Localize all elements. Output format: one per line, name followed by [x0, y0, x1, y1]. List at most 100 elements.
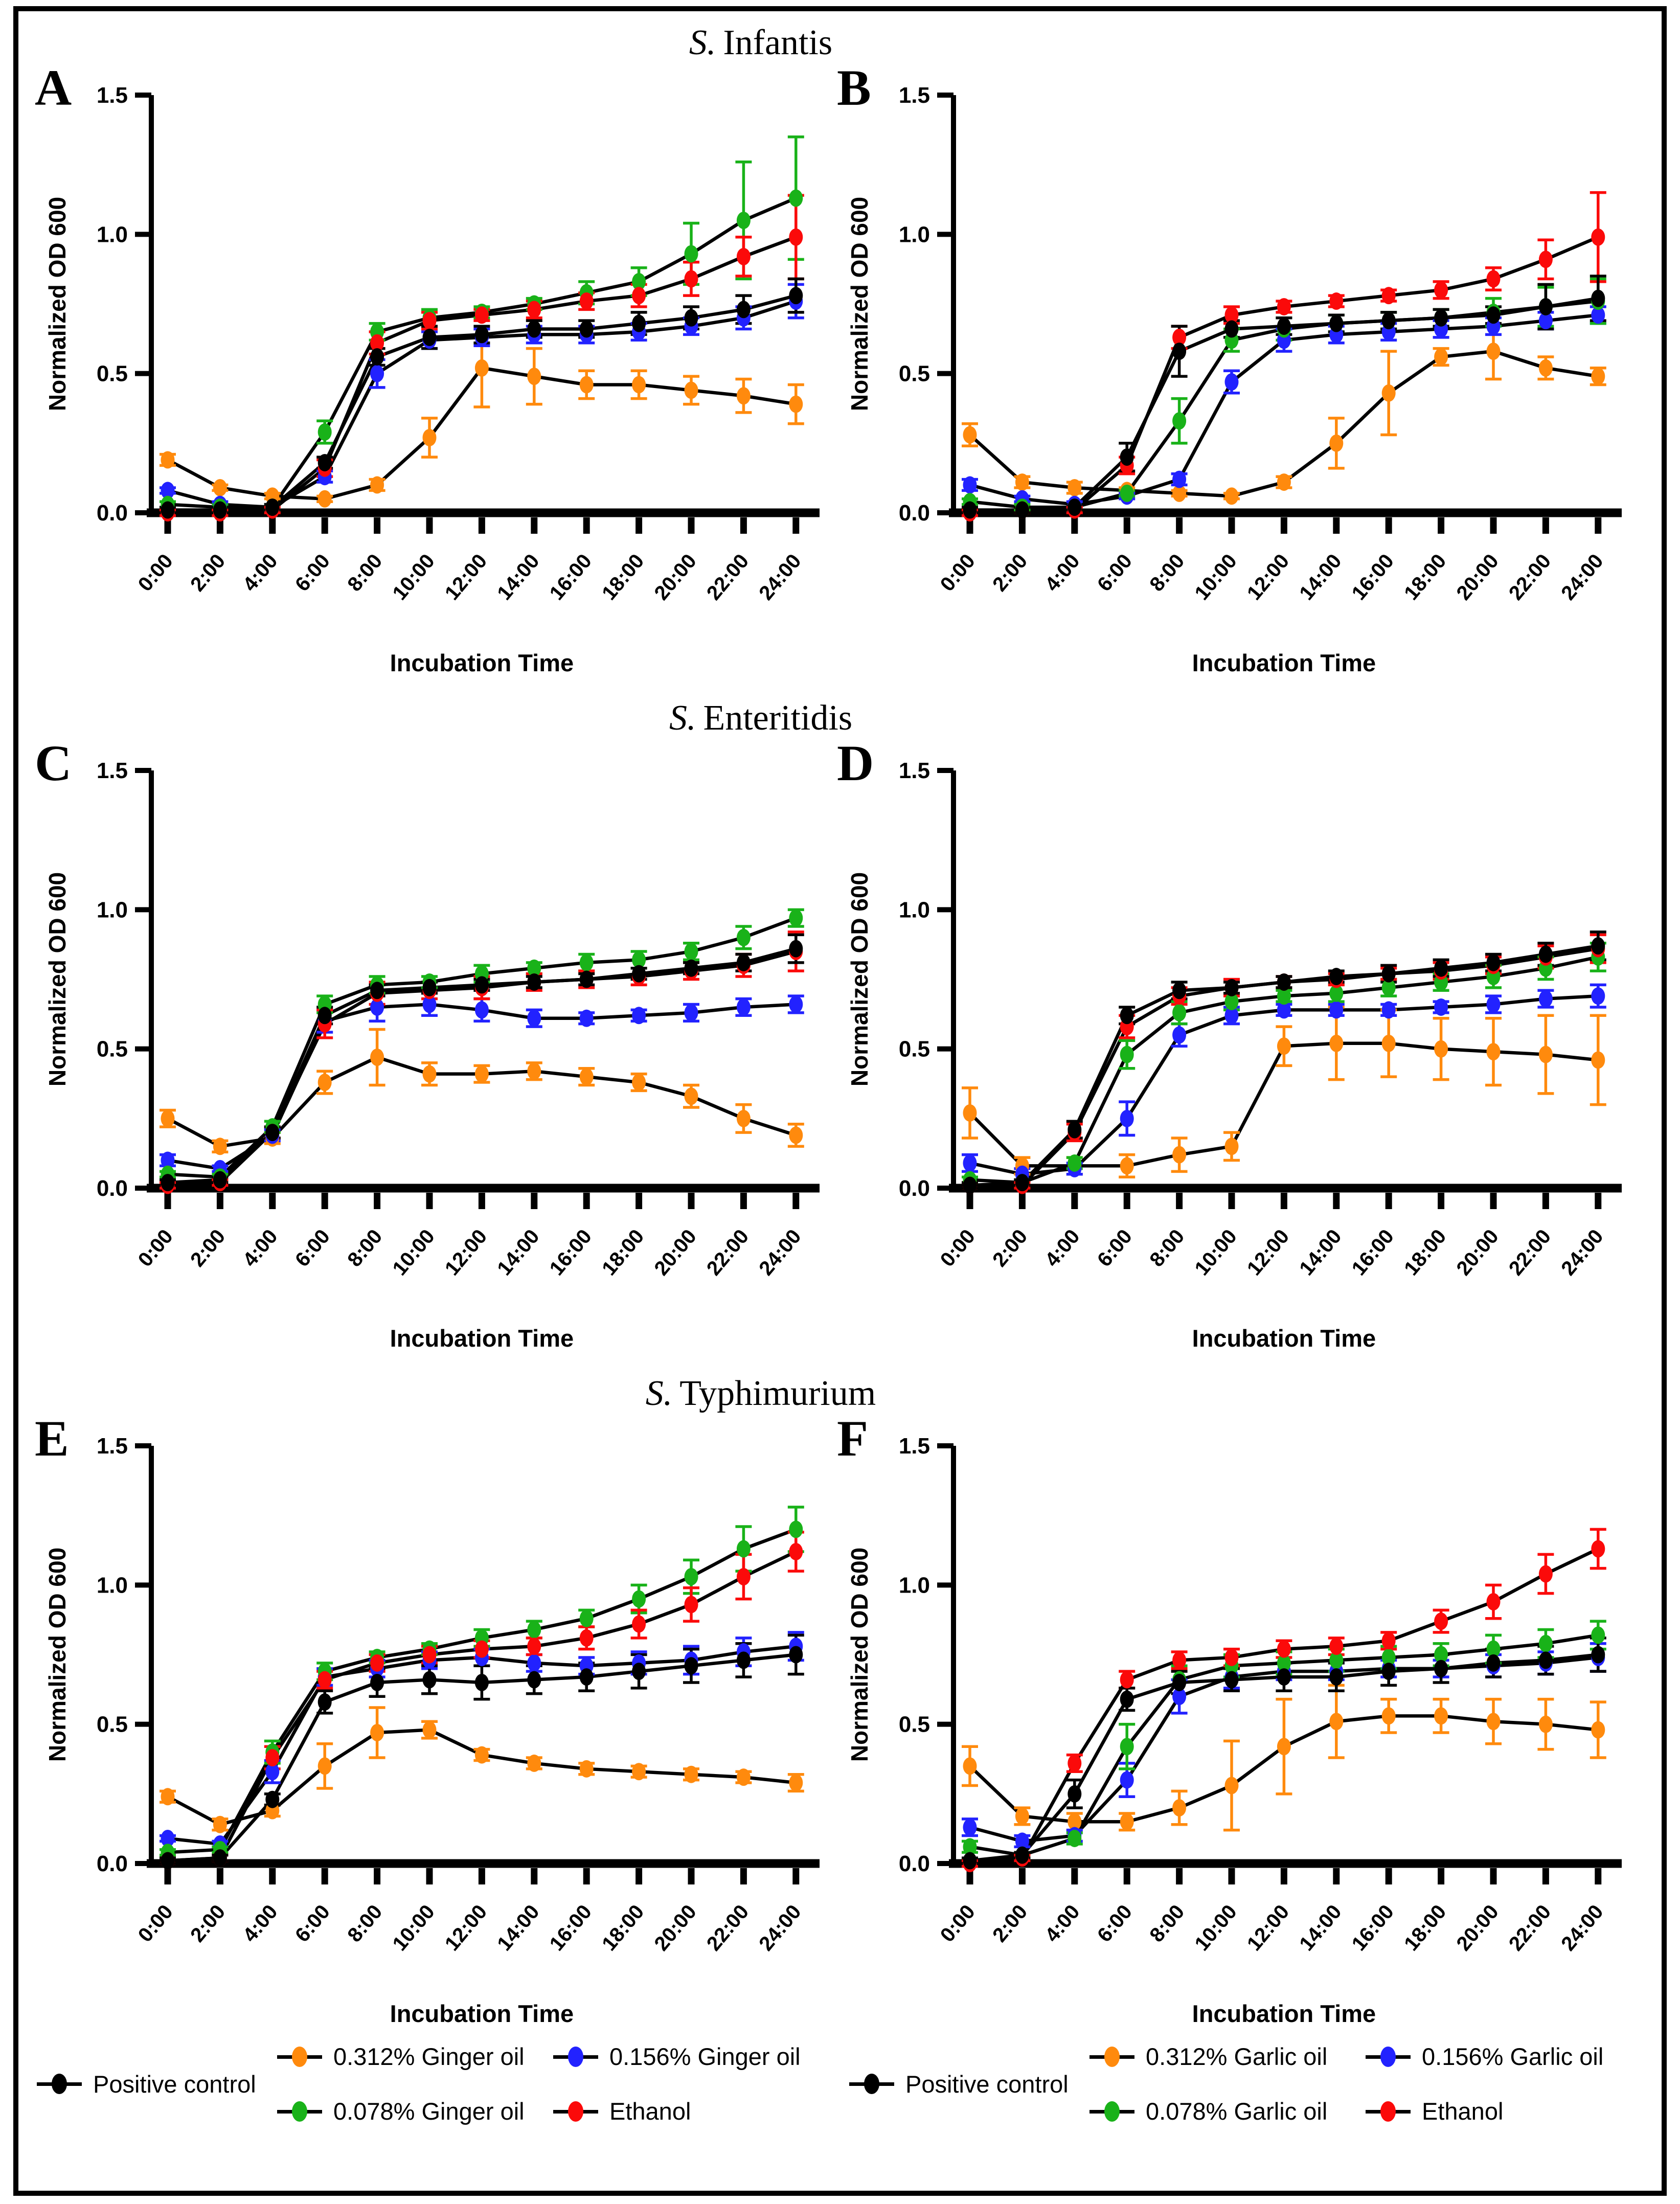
y-tick-label: 1.0 — [899, 222, 930, 247]
series-markers — [161, 1646, 803, 1870]
x-tick-label: 20:00 — [1452, 1901, 1503, 1956]
genus-abbreviation: S. — [669, 698, 696, 738]
y-tick-label: 1.0 — [899, 897, 930, 922]
series-line — [167, 916, 797, 1179]
x-tick-label: 16:00 — [1348, 550, 1398, 605]
y-tick-label: 1.5 — [97, 758, 128, 783]
x-tick-label: 10:00 — [1190, 1225, 1241, 1280]
y-tick-label: 0.0 — [899, 1176, 930, 1201]
x-tick-label: 6:00 — [1093, 1901, 1137, 1947]
species-name: Infantis — [723, 23, 833, 62]
y-tick-label: 0.5 — [97, 1712, 128, 1737]
charts-row-infantis: A 0.0 0.5 1.0 1.5 0:00 2:00 4:00 6:00 8:00 10:00 1… — [34, 59, 1662, 687]
garlic-0312-marker-icon — [1104, 2046, 1120, 2067]
x-tick-label: 4:00 — [239, 550, 282, 596]
figure-frame: S. Infantis A 0.0 0.5 1.0 1.5 0:00 2:00 4:00 6:0… — [13, 6, 1667, 2196]
x-tick-label: 14:00 — [1295, 1901, 1346, 1956]
legend-label: Ethanol — [609, 2098, 691, 2125]
positive-control-marker-icon — [52, 2074, 67, 2094]
x-tick-label: 2:00 — [186, 1225, 230, 1271]
series-marker-garlic-0156 — [1366, 2045, 1411, 2069]
y-tick-label: 1.0 — [899, 1573, 930, 1598]
x-tick-label: 24:00 — [1557, 1901, 1607, 1956]
x-tick-label: 10:00 — [1190, 550, 1241, 605]
x-tick-label: 8:00 — [1145, 1225, 1189, 1271]
garlic-0078-marker-icon — [1104, 2101, 1120, 2122]
x-tick-label: 4:00 — [239, 1225, 282, 1271]
legend-item-garlic-0078: 0.078% Garlic oil — [1089, 2097, 1366, 2125]
charts-row-enteritidis: C 0.0 0.5 1.0 1.5 0:00 2:00 4:00 6:00 8:00 10:00 1… — [34, 735, 1662, 1362]
y-axis-title: Normalized OD 600 — [846, 872, 873, 1086]
section-title-enteritidis: S. Enteritidis — [18, 698, 1503, 739]
series-error-bars — [160, 1028, 804, 1153]
legend-ginger-oil: Positive control 0.312% Ginger oil 0.156… — [37, 2042, 849, 2125]
x-tick-label: 12:00 — [1243, 550, 1293, 605]
panel-letter-c: C — [35, 735, 72, 791]
x-axis-title: Incubation Time — [1192, 1325, 1376, 1352]
x-tick-label: 20:00 — [1452, 550, 1503, 605]
chart-panel-e: E 0.0 0.5 1.0 1.5 0:00 2:00 4:00 6:00 8:00 10:00 1… — [34, 1410, 829, 2037]
x-tick-label: 16:00 — [546, 1225, 596, 1280]
legend-item-positive-control: Positive control — [37, 2070, 256, 2098]
x-tick-label: 6:00 — [1093, 1225, 1137, 1271]
axes: 0.0 0.5 1.0 1.5 0:00 2:00 4:00 6:00 8:00 10:00 12:… — [44, 758, 820, 1352]
x-tick-label: 24:00 — [755, 550, 805, 605]
series-markers — [963, 1707, 1605, 1831]
x-tick-label: 18:00 — [1400, 1901, 1450, 1956]
x-tick-label: 0:00 — [134, 1901, 177, 1947]
x-tick-label: 16:00 — [1348, 1901, 1398, 1956]
growth-curve-chart-d: 0.0 0.5 1.0 1.5 0:00 2:00 4:00 6:00 8:00 10:00 12:… — [846, 758, 1622, 1352]
y-tick-label: 1.0 — [97, 897, 128, 922]
axes: 0.0 0.5 1.0 1.5 0:00 2:00 4:00 6:00 8:00 10:00 12:… — [846, 758, 1622, 1352]
y-tick-label: 0.5 — [899, 1037, 930, 1062]
axes: 0.0 0.5 1.0 1.5 0:00 2:00 4:00 6:00 8:00 10:00 12:… — [846, 1434, 1622, 2027]
y-axis-title: Normalized OD 600 — [44, 1548, 71, 1762]
y-tick-label: 0.5 — [97, 1037, 128, 1062]
x-tick-label: 6:00 — [291, 1225, 334, 1271]
x-tick-label: 8:00 — [343, 1901, 387, 1947]
series-error-bars — [962, 1684, 1606, 1832]
x-tick-label: 12:00 — [441, 550, 491, 605]
x-tick-label: 2:00 — [988, 1901, 1032, 1947]
y-tick-label: 0.0 — [899, 1851, 930, 1876]
x-axis-title: Incubation Time — [390, 649, 574, 676]
x-tick-label: 22:00 — [702, 1901, 753, 1956]
series-markers — [963, 987, 1605, 1183]
legend-label: 0.312% Garlic oil — [1146, 2043, 1328, 2070]
chart-panel-a: A 0.0 0.5 1.0 1.5 0:00 2:00 4:00 6:00 8:00 10:00 1… — [34, 59, 829, 687]
y-tick-label: 0.5 — [97, 361, 128, 387]
x-tick-label: 0:00 — [936, 1901, 980, 1947]
x-tick-label: 6:00 — [1093, 550, 1137, 596]
ginger-0312-marker-icon — [292, 2046, 307, 2067]
x-tick-label: 4:00 — [1041, 550, 1084, 596]
series-marker-ginger-0312 — [277, 2045, 322, 2069]
x-tick-label: 2:00 — [186, 550, 230, 596]
x-tick-label: 4:00 — [239, 1901, 282, 1947]
x-tick-label: 22:00 — [1505, 1225, 1555, 1280]
x-tick-label: 8:00 — [343, 550, 387, 596]
x-tick-label: 8:00 — [343, 1225, 387, 1271]
growth-curve-chart-f: 0.0 0.5 1.0 1.5 0:00 2:00 4:00 6:00 8:00 10:00 12:… — [846, 1434, 1622, 2027]
series-marker-ginger-0156 — [553, 2045, 598, 2069]
x-tick-label: 24:00 — [1557, 550, 1607, 605]
ethanol-marker-icon — [568, 2101, 583, 2122]
x-tick-label: 2:00 — [186, 1901, 230, 1947]
x-tick-label: 12:00 — [1243, 1901, 1293, 1956]
growth-curve-chart-b: 0.0 0.5 1.0 1.5 0:00 2:00 4:00 6:00 8:00 10:00 12:… — [846, 83, 1622, 676]
y-tick-label: 1.0 — [97, 1573, 128, 1598]
legend-label: 0.156% Ginger oil — [609, 2043, 801, 2070]
x-tick-label: 6:00 — [291, 550, 334, 596]
y-tick-label: 1.0 — [97, 222, 128, 247]
x-tick-label: 12:00 — [441, 1225, 491, 1280]
legend-garlic-oil: Positive control 0.312% Garlic oil 0.156… — [849, 2042, 1662, 2125]
x-tick-label: 22:00 — [1505, 550, 1555, 605]
series-marker-ethanol — [553, 2100, 598, 2123]
x-tick-label: 14:00 — [1295, 550, 1346, 605]
series-line — [969, 235, 1599, 515]
series-line — [969, 994, 1598, 1176]
x-tick-label: 10:00 — [388, 1901, 439, 1956]
x-tick-label: 4:00 — [1041, 1225, 1084, 1271]
legend-item-ginger-0078: 0.078% Ginger oil — [277, 2097, 553, 2125]
x-axis-title: Incubation Time — [390, 2000, 574, 2027]
series-marker-ethanol — [1366, 2100, 1411, 2123]
